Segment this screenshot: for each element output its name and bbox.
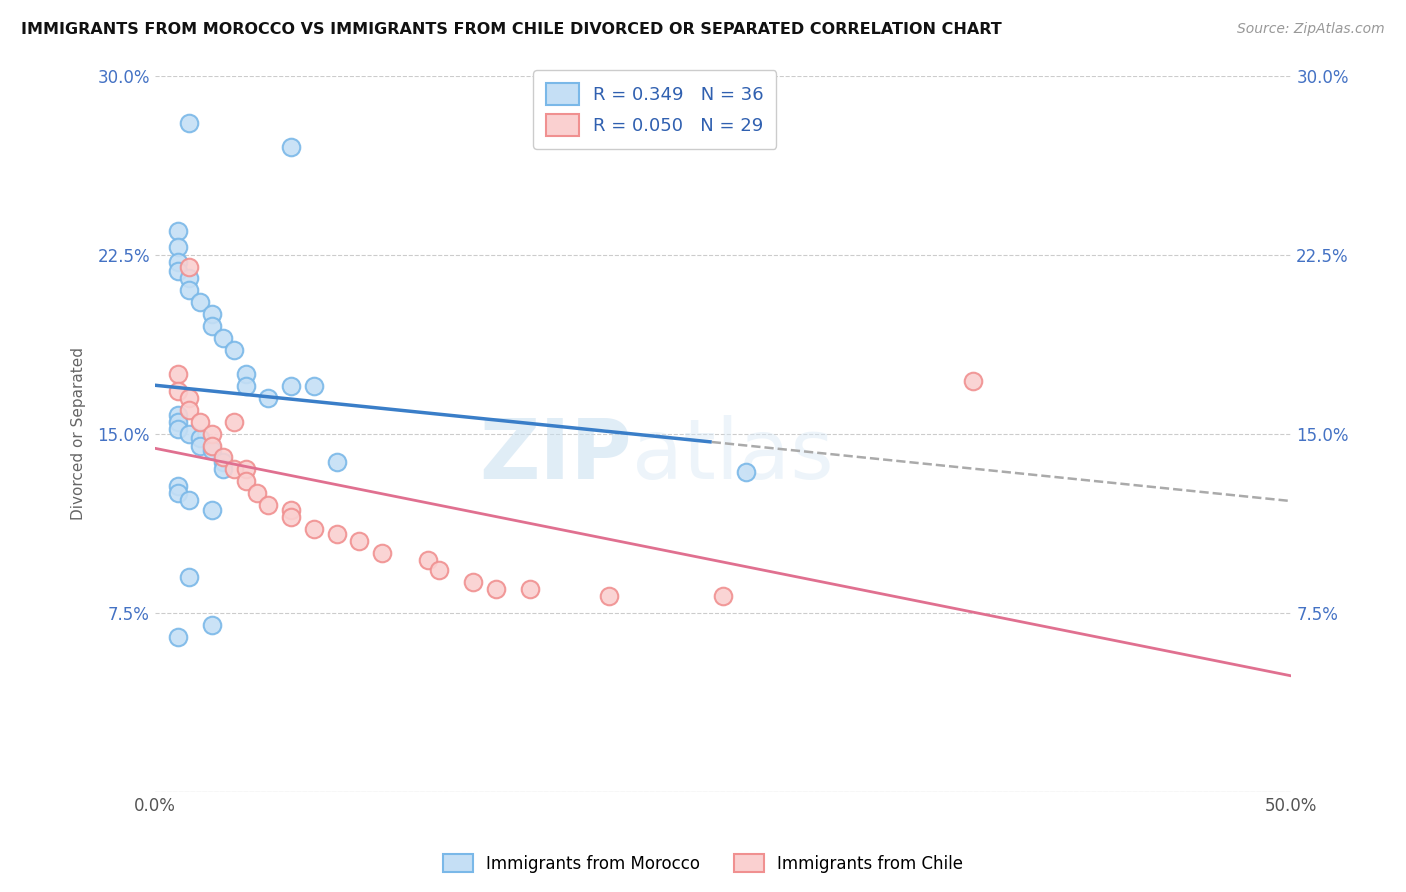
Point (201, 426, 224, 441)
Point (371, 546, 394, 560)
Point (302, 379, 325, 393)
Point (177, 116, 200, 130)
Point (212, 455, 235, 469)
Point (201, 617, 224, 632)
Point (201, 438, 224, 452)
Point (224, 343, 246, 357)
Point (416, 553, 439, 567)
Point (280, 379, 302, 393)
Point (188, 295, 211, 310)
Point (235, 367, 257, 381)
Point (461, 574, 484, 589)
Legend: R = 0.349   N = 36, R = 0.050   N = 29: R = 0.349 N = 36, R = 0.050 N = 29 (533, 70, 776, 149)
Point (201, 307, 224, 321)
Point (212, 462, 235, 476)
Point (166, 415, 188, 429)
Text: IMMIGRANTS FROM MOROCCO VS IMMIGRANTS FROM CHILE DIVORCED OR SEPARATED CORRELATI: IMMIGRANTS FROM MOROCCO VS IMMIGRANTS FR… (21, 22, 1002, 37)
Point (212, 331, 235, 345)
Point (177, 284, 200, 298)
Point (166, 367, 188, 381)
Y-axis label: Divorced or Separated: Divorced or Separated (72, 347, 86, 520)
Point (280, 140, 302, 154)
Point (302, 522, 325, 536)
Point (519, 582, 541, 596)
Point (212, 450, 235, 465)
Point (224, 462, 246, 476)
Point (177, 391, 200, 405)
Point (349, 534, 371, 549)
Point (166, 224, 188, 238)
Point (235, 379, 257, 393)
Point (177, 260, 200, 274)
Point (166, 254, 188, 268)
Point (325, 527, 347, 541)
Point (177, 570, 200, 584)
Point (280, 503, 302, 517)
Point (235, 475, 257, 489)
Point (201, 443, 224, 458)
Point (201, 319, 224, 334)
Point (711, 589, 734, 603)
Point (177, 426, 200, 441)
Point (166, 264, 188, 278)
Point (257, 498, 280, 512)
Text: Source: ZipAtlas.com: Source: ZipAtlas.com (1237, 22, 1385, 37)
Point (166, 240, 188, 254)
Point (201, 503, 224, 517)
Text: ZIP: ZIP (479, 415, 633, 496)
Point (166, 630, 188, 644)
Point (235, 462, 257, 476)
Point (166, 486, 188, 500)
Point (188, 431, 211, 445)
Point (177, 402, 200, 417)
Point (280, 510, 302, 524)
Point (325, 455, 347, 469)
Point (166, 479, 188, 493)
Point (246, 486, 269, 500)
Point (485, 582, 508, 596)
Point (734, 465, 756, 479)
Point (257, 391, 280, 405)
Legend: Immigrants from Morocco, Immigrants from Chile: Immigrants from Morocco, Immigrants from… (436, 847, 970, 880)
Point (177, 271, 200, 285)
Point (177, 493, 200, 508)
Point (188, 415, 211, 429)
Point (427, 563, 450, 577)
Point (166, 408, 188, 422)
Text: atlas: atlas (633, 415, 834, 496)
Point (598, 589, 620, 603)
Point (962, 374, 984, 388)
Point (224, 415, 246, 429)
Point (166, 422, 188, 436)
Point (166, 384, 188, 398)
Point (188, 438, 211, 452)
